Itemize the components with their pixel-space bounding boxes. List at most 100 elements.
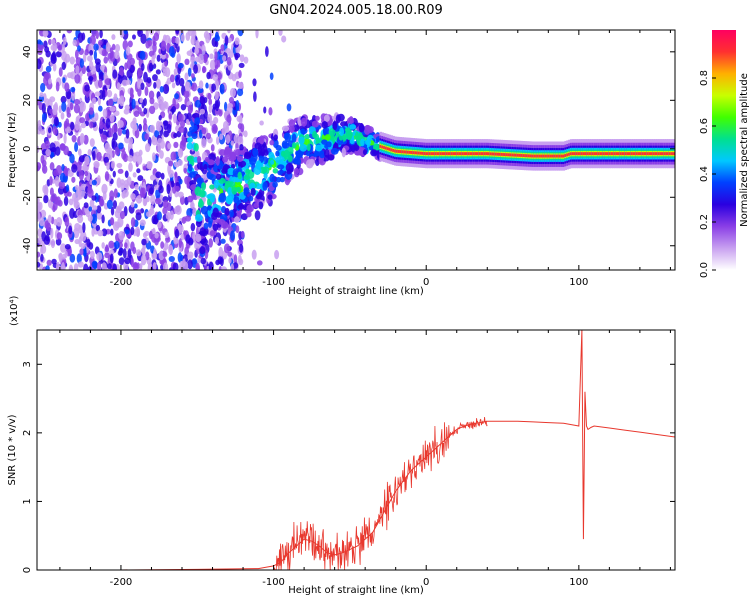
spectrogram-speckle — [91, 179, 97, 186]
spectrogram-speckle — [74, 222, 81, 232]
spectrogram-speckle — [108, 249, 115, 256]
snr-y-tick-label: 2 — [22, 430, 33, 436]
spectrogram-speckle — [63, 133, 67, 144]
spectrogram-tone-band — [624, 152, 628, 156]
spectrogram-cell — [287, 155, 293, 163]
spectrogram-speckle — [227, 251, 233, 257]
spectrogram-tone-band — [529, 154, 533, 158]
spectrogram-tone-band — [613, 152, 617, 156]
spectrogram-speckle — [109, 217, 115, 226]
spectrogram-tone-band — [439, 152, 443, 156]
spectrogram-speckle — [109, 253, 114, 264]
spectrogram-speckle — [66, 106, 70, 114]
spectrogram-speckle — [183, 261, 189, 270]
spectrogram-cell — [237, 171, 242, 180]
spectrogram-speckle — [136, 262, 140, 269]
spectrogram-speckle — [215, 100, 219, 112]
spectrogram-tone-band — [555, 154, 558, 158]
spectrogram-speckle — [59, 143, 66, 151]
spectrogram-speckle — [187, 67, 192, 77]
spectrogram-tone-band — [665, 152, 668, 156]
spectrogram-speckle — [162, 251, 168, 258]
spectrogram-speckle — [175, 205, 182, 215]
spectrogram-speckle — [89, 60, 94, 71]
spectrogram-tone-band — [632, 152, 635, 156]
spectrogram-speckle — [84, 170, 89, 177]
spectrogram-speckle — [42, 165, 48, 174]
spectrogram-cell — [272, 181, 278, 188]
spectrogram-cell — [325, 141, 332, 148]
spectrogram-speckle — [45, 222, 52, 232]
spectrogram-tone-band — [498, 152, 502, 156]
spectrogram-speckle — [54, 175, 60, 187]
spectrogram-speckle — [79, 135, 84, 145]
spectrogram-speckle — [218, 109, 223, 117]
spectrogram-speckle — [140, 254, 147, 266]
spectrogram-cell — [255, 194, 262, 200]
spectrogram-cell — [327, 154, 335, 161]
spectrogram-tone-band — [483, 152, 487, 156]
spectrogram-cell — [217, 218, 226, 225]
spectrogram-speckle — [117, 127, 123, 136]
spectrogram-speckle — [74, 73, 81, 84]
snr-x-tick-label: 100 — [569, 577, 588, 588]
spectrogram-speckle — [60, 112, 65, 120]
spectrogram-speckle — [120, 182, 125, 191]
spectrogram-tone-band — [659, 152, 663, 156]
spectrogram-speckle — [49, 162, 55, 171]
spectrogram-tone-band — [410, 151, 414, 154]
spectrogram-cell — [246, 210, 252, 218]
spectrogram-cell — [231, 186, 238, 195]
spectrogram-cell — [324, 148, 330, 158]
spectrogram-speckle — [56, 261, 60, 270]
spectrogram-speckle — [213, 68, 217, 75]
spectrogram-speckle — [124, 257, 131, 265]
spectrogram-speckle — [71, 164, 78, 173]
spectrogram-tone-band — [395, 149, 399, 153]
spectrogram-tone-band — [416, 151, 419, 155]
spectrogram-speckle — [99, 198, 105, 207]
spectrogram-speckle — [37, 39, 42, 45]
spectrogram-tone-band — [480, 152, 483, 156]
spectrogram-speckle — [80, 230, 87, 242]
spectrogram-speckle — [135, 249, 142, 257]
spectrogram-speckle — [201, 137, 207, 149]
spectrogram-cells — [37, 30, 675, 270]
spectrogram-speckle — [49, 96, 56, 103]
spectrogram-speckle — [184, 72, 189, 81]
spectrogram-tone-band — [577, 152, 580, 156]
spectrogram-speckle — [129, 64, 135, 74]
spectrogram-tone-band — [586, 152, 589, 156]
spectrogram-cell — [269, 173, 275, 183]
spectrogram-speckle — [224, 48, 231, 54]
spectrogram-speckle — [80, 242, 86, 250]
spectrogram-speckle — [126, 176, 132, 186]
spectrogram-tone-band — [522, 154, 525, 157]
spectrogram-speckle — [144, 86, 149, 97]
spectrogram-speckle — [133, 124, 138, 132]
spectrogram-speckle — [179, 195, 185, 205]
spectrogram-cell — [187, 104, 194, 114]
spectrogram-speckle — [61, 43, 65, 53]
spectrogram-speckle — [188, 237, 194, 246]
spectrogram-tone-band — [514, 153, 518, 157]
spectrogram-tone-band — [670, 152, 674, 156]
spectrogram-speckle — [149, 174, 156, 181]
spectrogram-tone-band — [392, 148, 395, 152]
spectrogram-speckle — [190, 222, 196, 232]
spectrogram-speckle — [99, 64, 105, 71]
spectrogram-speckle — [157, 143, 162, 154]
figure-title: GN04.2024.005.18.00.R09 — [269, 3, 443, 18]
spectrogram-speckle — [68, 225, 73, 235]
spectrogram-tone-band — [547, 154, 551, 158]
spectrogram-cell — [248, 195, 254, 202]
spectrogram-speckle — [109, 190, 115, 201]
spectrogram-cell — [306, 143, 311, 152]
spectrogram-speckle — [91, 97, 97, 105]
spectrogram-speckle — [37, 46, 43, 56]
spectrogram-speckle — [227, 30, 231, 34]
spectrogram-tone-band — [630, 152, 633, 156]
spectrogram-speckle — [52, 62, 57, 72]
spectrogram-speckle — [154, 232, 159, 239]
spectrogram-frame — [36, 29, 676, 271]
